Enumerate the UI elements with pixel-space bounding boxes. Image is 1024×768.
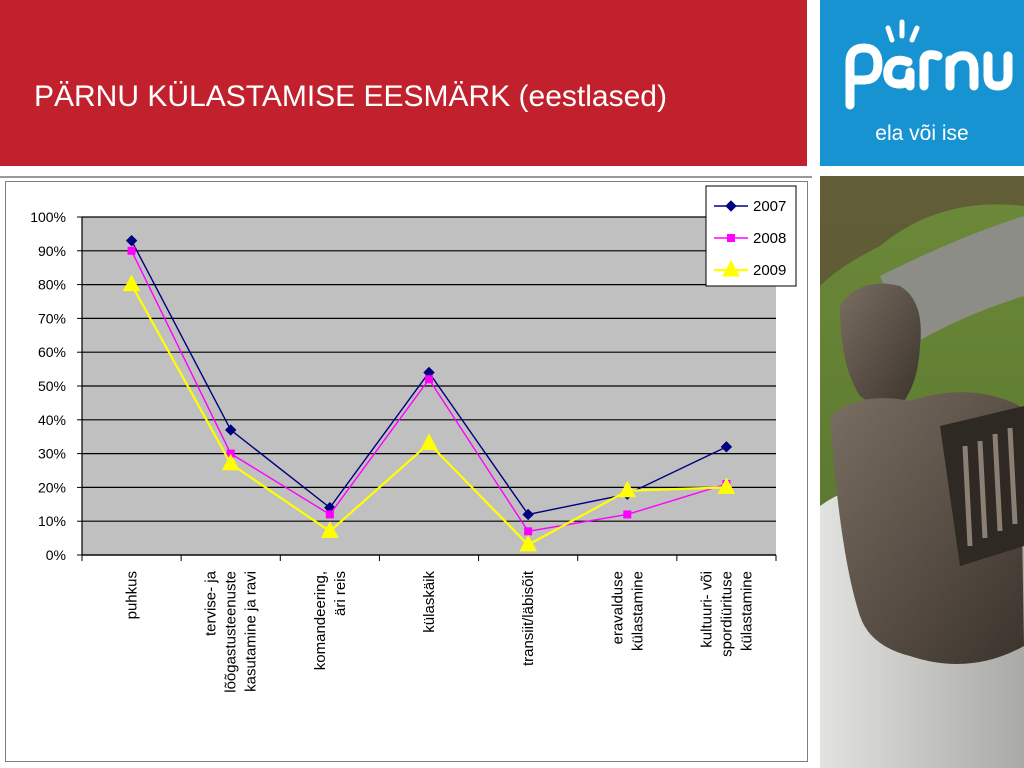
- x-tick-label-line: eravalduse: [609, 571, 626, 644]
- sun-rays-icon: [885, 19, 920, 43]
- series-2009: [122, 274, 736, 552]
- line-chart: 0% 10% 20% 30% 40% 50% 60% 70% 80% 90% 100% puhkus…: [30, 185, 797, 693]
- x-tick-label: puhkus: [124, 571, 141, 619]
- data-point-marker: [519, 534, 537, 552]
- x-tick-label-line: külastamine: [629, 571, 646, 651]
- legend-label: 2007: [753, 198, 786, 215]
- parnu-logo: ela või ise: [820, 0, 1024, 166]
- data-point-marker: [522, 508, 534, 521]
- x-tick-label-line: lõõgastusteenuste: [223, 571, 240, 693]
- statue-photo-graphic: [820, 176, 1024, 768]
- data-point-marker: [122, 274, 141, 292]
- data-point-marker: [725, 200, 737, 212]
- data-point-marker: [722, 259, 740, 277]
- x-tick-label-line: kasutamine ja ravi: [243, 571, 260, 692]
- legend-label: 2009: [753, 262, 786, 279]
- data-point-marker: [425, 375, 433, 384]
- x-axis: puhkus tervise- ja lõõgastusteenuste kasuta…: [81, 554, 777, 693]
- y-tick-label: 30%: [38, 446, 66, 462]
- statue-photo: [820, 176, 1024, 768]
- x-tick-label: külaskäik: [421, 571, 438, 633]
- x-tick-label-line: kultuuri- või: [698, 571, 715, 648]
- series-layer: [122, 234, 736, 552]
- y-tick-label: 100%: [30, 209, 66, 225]
- x-tick-label-line: spordiürituse: [718, 571, 735, 657]
- y-tick-label: 10%: [38, 513, 66, 529]
- data-point-marker: [225, 424, 237, 436]
- y-tick-label: 70%: [38, 310, 66, 326]
- legend-label: 2008: [753, 230, 786, 247]
- data-point-marker: [325, 510, 334, 519]
- data-point-marker: [717, 477, 736, 494]
- x-tick-label-line: komandeering,: [312, 571, 329, 670]
- y-tick-label: 50%: [38, 378, 66, 394]
- x-tick-label-line: äri reis: [332, 571, 349, 616]
- data-point-marker: [623, 510, 632, 519]
- legend-item: 2009: [714, 259, 786, 279]
- legend-item: 2007: [714, 198, 786, 215]
- data-point-marker: [226, 449, 235, 458]
- y-tick-label: 90%: [38, 243, 66, 259]
- data-point-marker: [127, 246, 136, 255]
- parnu-logo-graphic: ela või ise: [845, 19, 1013, 145]
- x-tick-label: transiit/läbisõit: [520, 570, 537, 666]
- x-tick-label-line: tervise- ja: [203, 570, 220, 636]
- x-tick-label: komandeering, äri reis: [312, 571, 349, 670]
- data-point-marker: [618, 480, 637, 498]
- data-point-marker: [125, 234, 138, 247]
- slide-title: PÄRNU KÜLASTAMISE EESMÄRK (eestlased): [34, 80, 667, 113]
- x-tick-label-line: külastamine: [738, 571, 755, 651]
- x-tick-label: eravalduse külastamine: [609, 571, 646, 651]
- data-point-marker: [524, 527, 533, 536]
- x-tick-label: tervise- ja lõõgastusteenuste kasutamine j…: [203, 570, 260, 692]
- data-point-marker: [720, 441, 733, 453]
- data-point-marker: [221, 453, 240, 471]
- header-band: PÄRNU KÜLASTAMISE EESMÄRK (eestlased): [0, 0, 807, 166]
- legend: 2007 2008 2009: [705, 185, 797, 287]
- x-tick-label-line: transiit/läbisõit: [520, 570, 537, 666]
- y-tick-label: 0%: [46, 547, 66, 563]
- y-tick-label: 20%: [38, 479, 66, 495]
- y-tick-label: 40%: [38, 412, 66, 428]
- data-point-marker: [321, 521, 339, 538]
- legend-item: 2008: [714, 230, 786, 247]
- y-tick-label: 80%: [38, 277, 66, 293]
- wordmark-graphic: [845, 43, 1013, 110]
- logo-tagline: ela või ise: [875, 122, 968, 145]
- data-point-marker: [727, 234, 735, 242]
- y-axis: 0% 10% 20% 30% 40% 50% 60% 70% 80% 90% 100%: [30, 209, 83, 563]
- y-tick-label: 60%: [38, 344, 66, 360]
- x-tick-label-line: puhkus: [124, 571, 141, 619]
- data-point-marker: [420, 433, 438, 450]
- x-tick-label-line: külaskäik: [421, 571, 438, 633]
- x-tick-label: kultuuri- või spordiürituse külastamine: [698, 571, 755, 657]
